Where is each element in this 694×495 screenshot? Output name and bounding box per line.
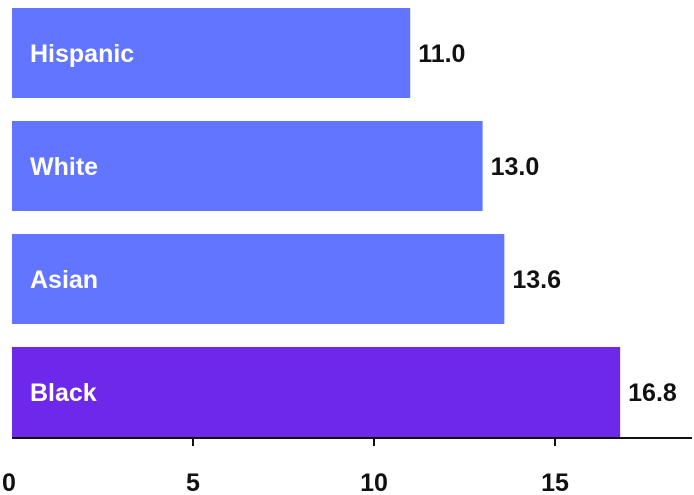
bars-layer: [12, 8, 621, 437]
value-label-hispanic: 11.0: [418, 40, 465, 68]
bar-white: [12, 121, 483, 211]
category-label-white: White: [30, 153, 98, 181]
value-label-white: 13.0: [491, 153, 540, 181]
bar-asian: [12, 234, 505, 324]
category-label-black: Black: [30, 379, 97, 407]
category-label-asian: Asian: [30, 266, 98, 294]
bar-black: [12, 347, 621, 437]
category-label-hispanic: Hispanic: [30, 40, 134, 68]
bar-hispanic: [12, 8, 411, 98]
x-tick-label-10: 10: [360, 469, 388, 495]
ticks-layer: 0 5 10 15: [2, 438, 569, 495]
labels-layer: Hispanic 11.0 White 13.0 Asian 13.6 Black 16.8: [30, 40, 677, 407]
x-tick-label-0: 0: [2, 469, 16, 495]
x-tick-label-5: 5: [186, 469, 200, 495]
x-tick-label-15: 15: [541, 469, 569, 495]
value-label-black: 16.8: [628, 379, 677, 407]
value-label-asian: 13.6: [512, 266, 561, 294]
